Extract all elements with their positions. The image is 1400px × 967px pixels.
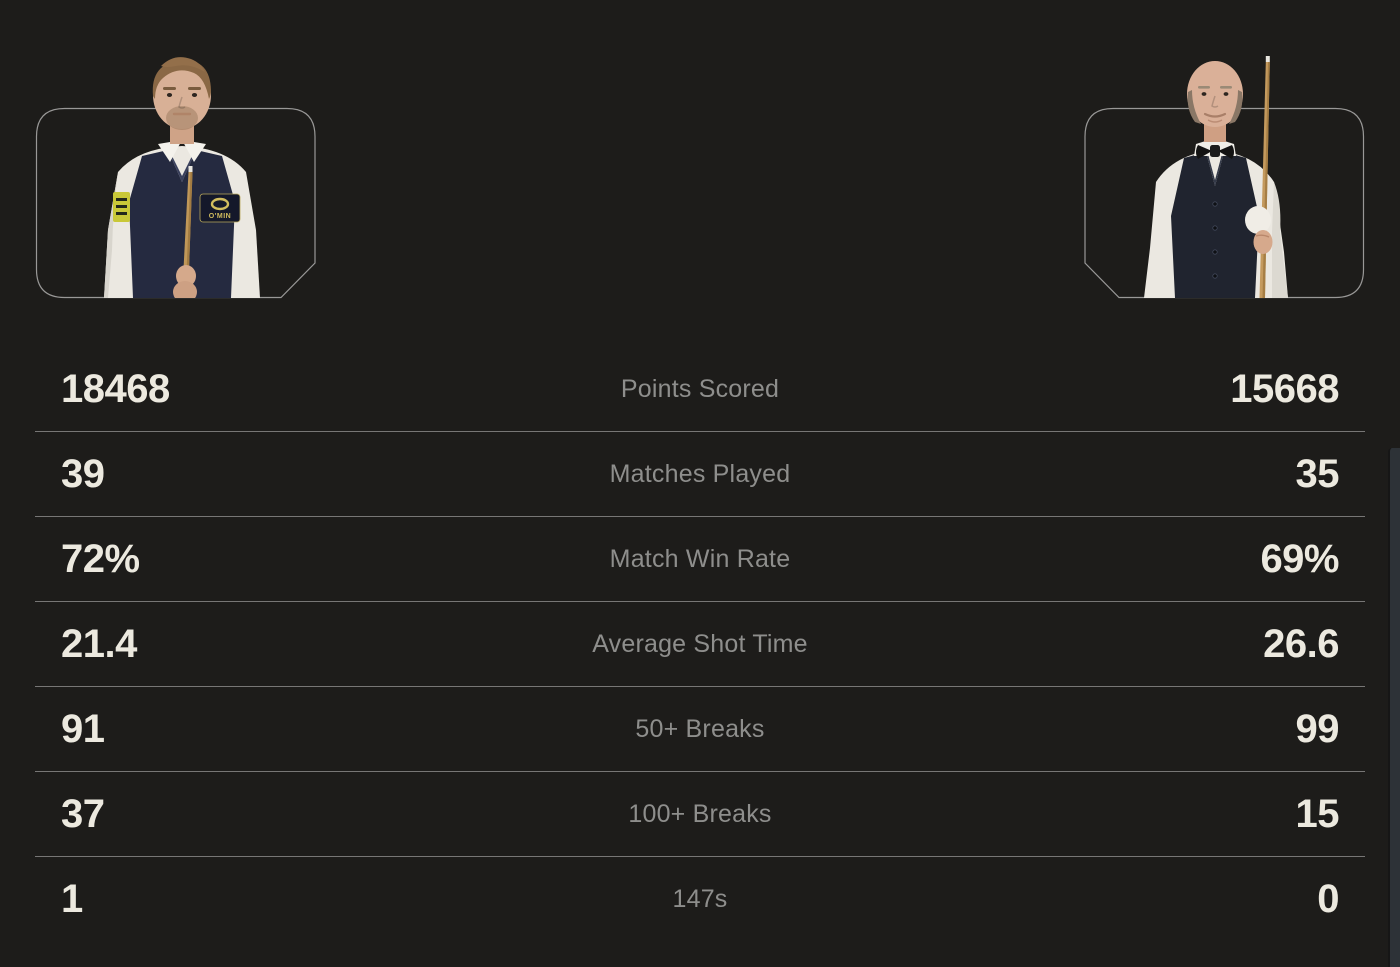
- stat-value-right: 99: [1295, 706, 1340, 751]
- stat-row: 1 147s 0: [35, 857, 1365, 942]
- stat-value-left: 21.4: [61, 621, 137, 666]
- stat-value-right: 15668: [1230, 366, 1339, 411]
- player-card-frame-left: [35, 107, 316, 299]
- stat-value-right: 35: [1295, 451, 1340, 496]
- stat-label: Matches Played: [609, 459, 791, 488]
- arm-patch: [113, 192, 130, 222]
- stat-label: 50+ Breaks: [635, 714, 765, 743]
- stat-label: Match Win Rate: [609, 544, 791, 573]
- stat-label: 100+ Breaks: [628, 799, 772, 828]
- stat-value-right: 26.6: [1263, 621, 1339, 666]
- stat-value-left: 1: [61, 877, 83, 921]
- player-photo-left: O'MIN: [58, 50, 288, 298]
- scrollbar-thumb[interactable]: [1388, 448, 1400, 967]
- stat-row: 21.4 Average Shot Time 26.6: [35, 602, 1365, 687]
- sponsor-text: O'MIN: [209, 213, 231, 220]
- stat-row: 91 50+ Breaks 99: [35, 687, 1365, 772]
- stat-row: 39 Matches Played 35: [35, 432, 1365, 517]
- stat-value-left: 72%: [61, 536, 140, 581]
- player-photo-right: [1122, 52, 1322, 298]
- stat-value-right: 15: [1295, 791, 1340, 836]
- stat-label: Points Scored: [620, 374, 780, 403]
- stat-row: 37 100+ Breaks 15: [35, 772, 1365, 857]
- stat-row: 72% Match Win Rate 69%: [35, 517, 1365, 602]
- stat-label: Average Shot Time: [592, 629, 808, 658]
- chest-sponsor-patch: O'MIN: [199, 193, 241, 223]
- stat-value-right: 69%: [1260, 536, 1339, 581]
- bow-tie: [1196, 145, 1234, 159]
- stat-value-left: 18468: [61, 366, 170, 411]
- stat-label: 147s: [672, 885, 728, 913]
- stat-value-left: 37: [61, 791, 105, 836]
- stat-row: 18468 Points Scored 15668: [35, 347, 1365, 432]
- player-card-frame-right: [1084, 107, 1365, 299]
- stat-value-left: 39: [61, 451, 105, 496]
- stat-value-left: 91: [61, 706, 105, 751]
- stat-value-right: 0: [1317, 877, 1339, 921]
- stats-table: 18468 Points Scored 15668 39 Matches Pla…: [35, 347, 1365, 942]
